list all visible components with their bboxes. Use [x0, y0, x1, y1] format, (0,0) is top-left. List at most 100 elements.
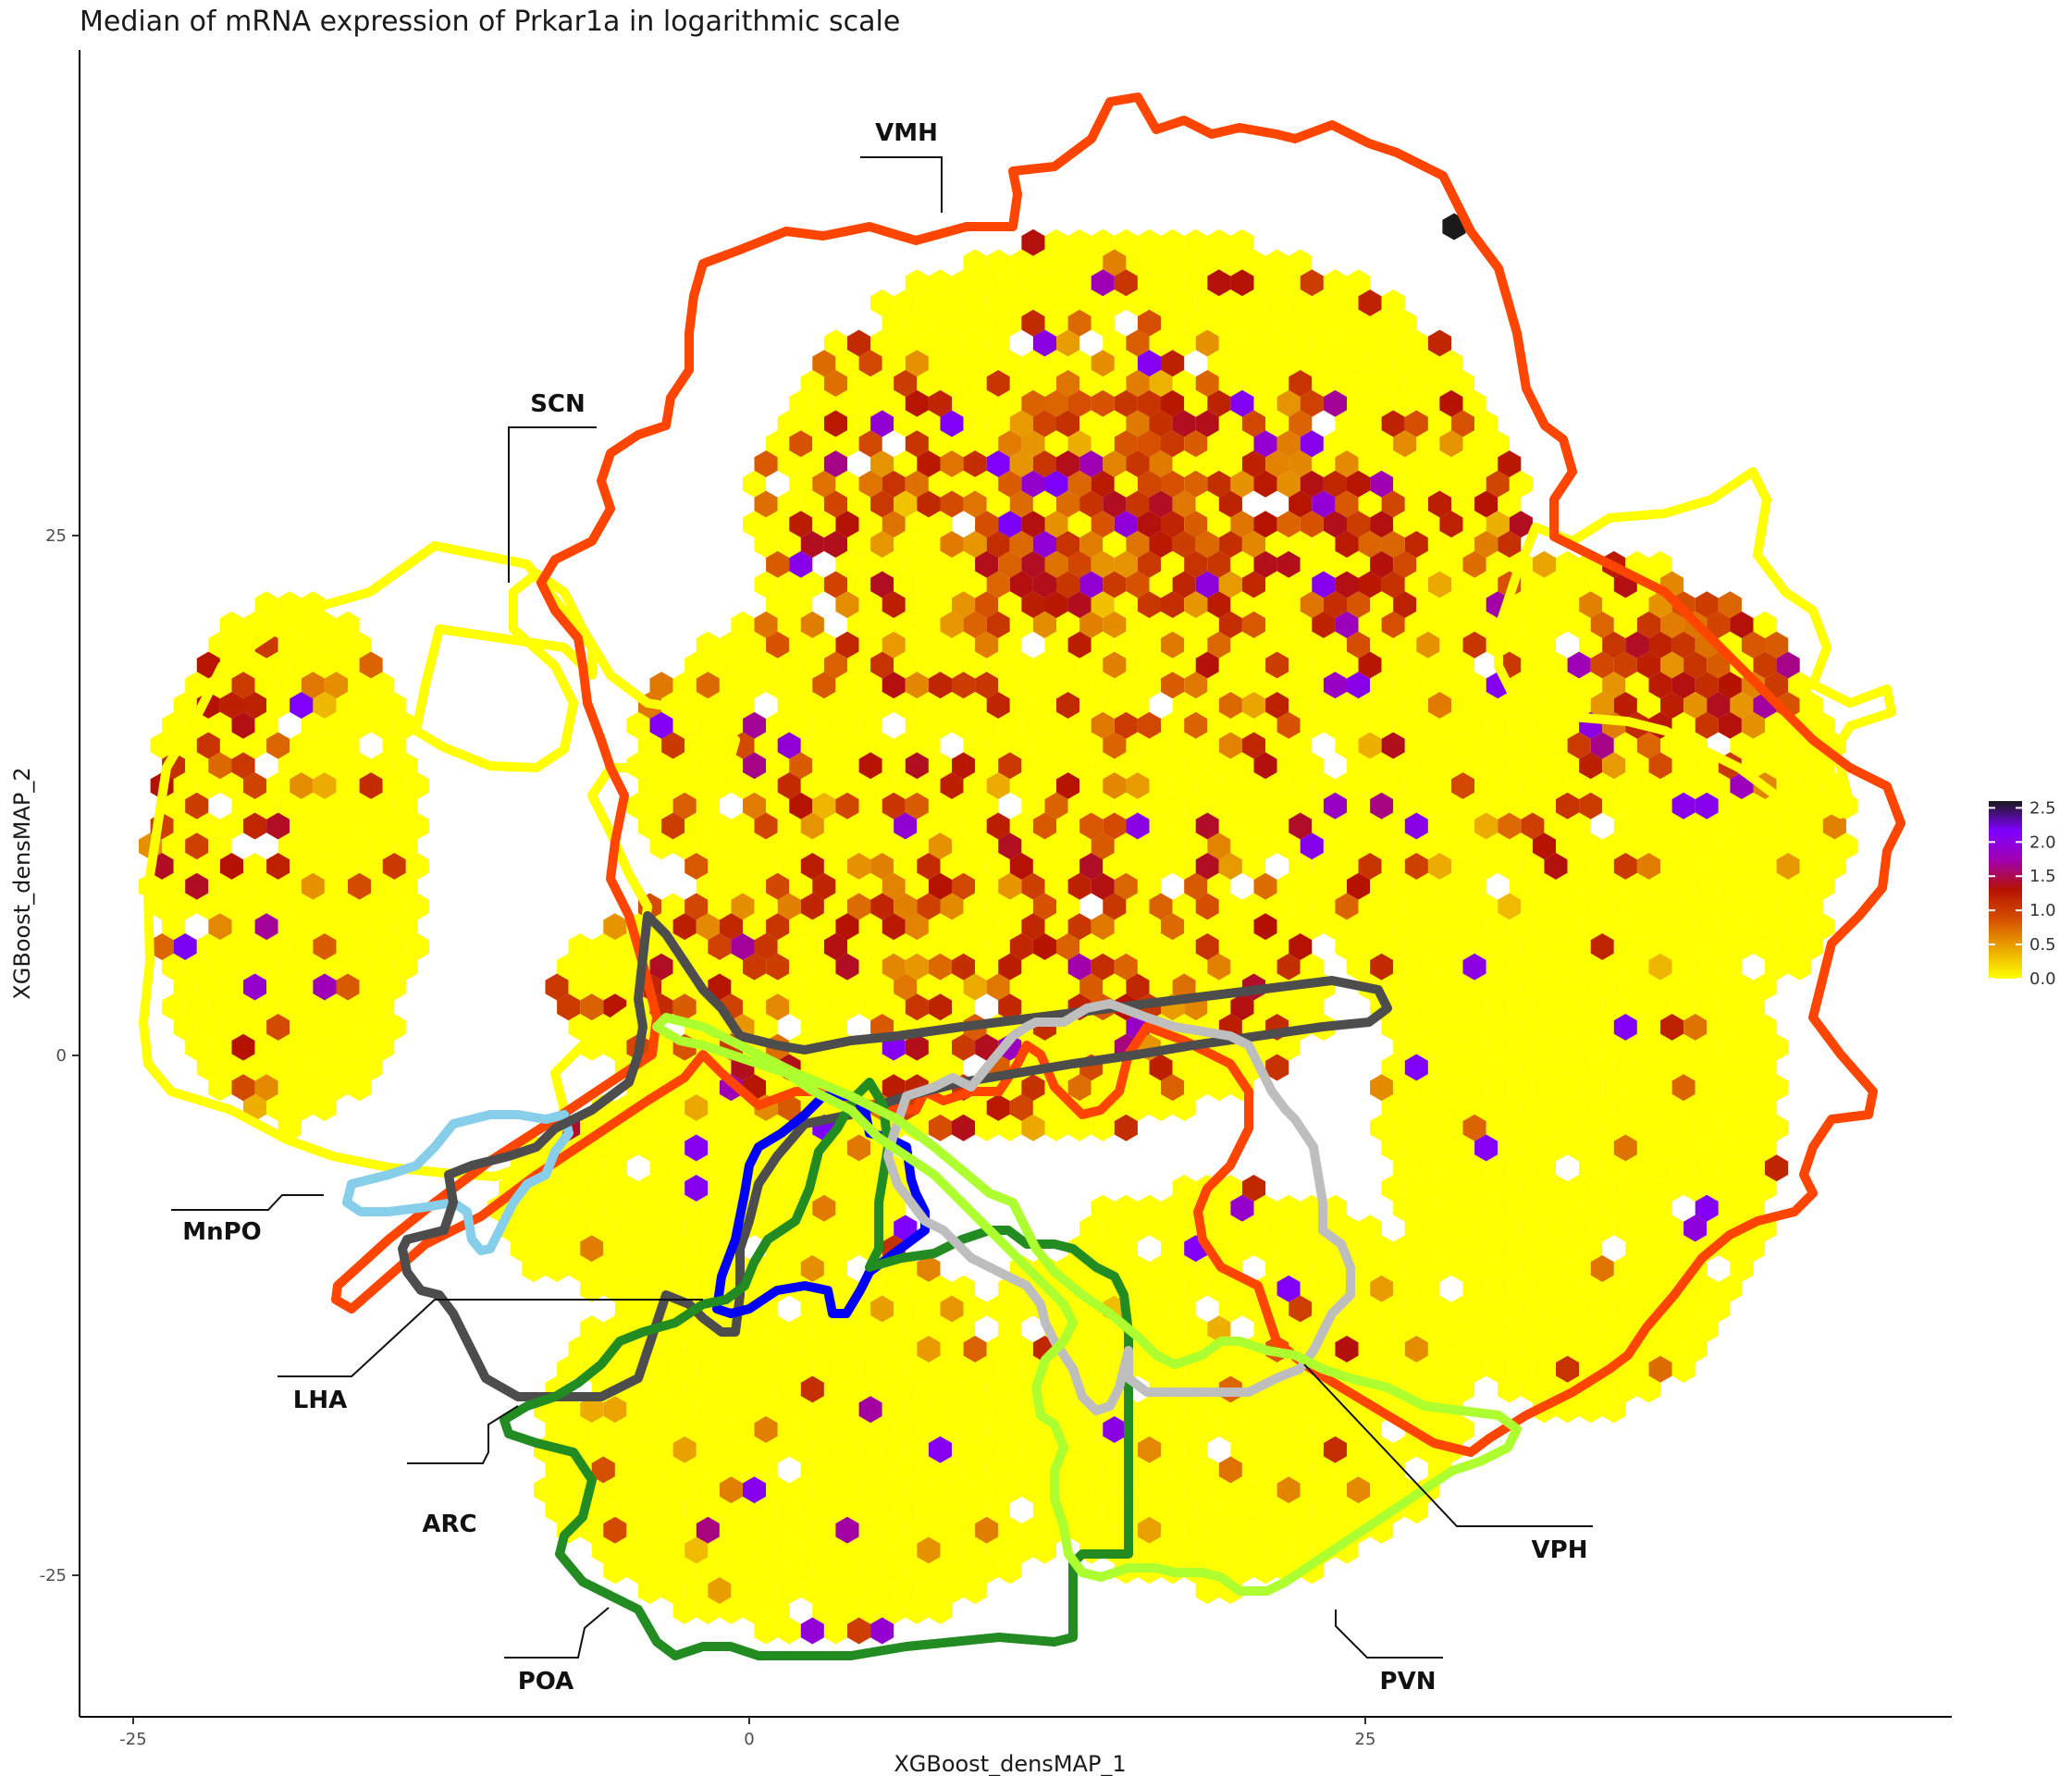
hexbin-cell	[766, 1476, 790, 1504]
hexbin-cell	[940, 651, 964, 679]
hexbin-cell	[1241, 450, 1266, 477]
hexbin-cell	[1509, 1315, 1533, 1343]
hexbin-cell	[743, 1597, 767, 1624]
hexbin-cell	[1613, 1175, 1637, 1202]
hexbin-cell	[847, 611, 871, 638]
hexbin-cell	[1067, 228, 1092, 256]
hexbin-cell	[1161, 953, 1185, 980]
hexbin-cell	[1161, 269, 1185, 297]
hexbin-cell	[870, 853, 894, 880]
hexbin-cell	[1370, 913, 1394, 941]
hexbin-cell	[1032, 692, 1056, 719]
hexbin-cell	[661, 1255, 685, 1282]
hexbin-cell	[672, 1194, 697, 1222]
hexbin-cell	[1276, 1476, 1301, 1504]
hexbin-cell	[986, 1536, 1010, 1564]
hexbin-cell	[1218, 933, 1242, 960]
hexbin-cell	[1137, 550, 1161, 578]
hexbin-cell	[1289, 732, 1313, 759]
hexbin-cell	[1161, 470, 1185, 498]
hexbin-cell	[1172, 1536, 1196, 1564]
hexbin-cell	[1300, 752, 1324, 780]
hexbin-cell	[219, 1054, 243, 1081]
hexbin-cell	[1009, 410, 1033, 438]
hexbin-cell	[1335, 370, 1359, 397]
hexbin-cell	[1067, 511, 1092, 538]
hexbin-cell	[1370, 631, 1394, 659]
hexbin-cell	[1671, 1235, 1696, 1263]
hexbin-cell	[1590, 732, 1614, 759]
hexbin-cell	[1289, 812, 1313, 840]
hexbin-cell	[952, 1315, 976, 1343]
hexbin-cell	[975, 269, 999, 297]
hexbin-cell	[1300, 1194, 1324, 1222]
hexbin-cell	[1137, 1275, 1161, 1302]
hexbin-cell	[1498, 1175, 1522, 1202]
hexbin-cell	[882, 1476, 906, 1504]
hexbin-cell	[847, 1416, 871, 1443]
hexbin-cell	[986, 1456, 1010, 1484]
hexbin-cell	[196, 973, 220, 1001]
hexbin-cell	[743, 832, 767, 860]
hexbin-cell	[789, 1355, 813, 1383]
hexbin-cell	[940, 812, 964, 840]
hexbin-cell	[1486, 953, 1510, 980]
hexbin-cell	[1427, 772, 1451, 799]
hexbin-cell	[1067, 389, 1092, 417]
hexbin-cell	[1462, 1114, 1486, 1141]
hexbin-cell	[1091, 591, 1115, 619]
hexbin-cell	[1184, 550, 1208, 578]
hexbin-cell	[1427, 1175, 1451, 1202]
hexbin-cell	[1753, 812, 1777, 840]
hexbin-cell	[266, 1014, 290, 1041]
hexbin-cell	[545, 973, 569, 1001]
hexbin-cell	[766, 832, 790, 860]
hexbin-cell	[1230, 832, 1254, 860]
hexbin-cell	[743, 1315, 767, 1343]
hexbin-cell	[1509, 470, 1533, 498]
hexbin-cell	[975, 832, 999, 860]
hexbin-cell	[1149, 853, 1173, 880]
hexbin-cell	[1172, 1054, 1196, 1081]
hexbin-cell	[1161, 792, 1185, 820]
hexbin-cell	[1427, 1094, 1451, 1121]
hexbin-cell	[1590, 1014, 1614, 1041]
hexbin-cell	[1241, 893, 1266, 920]
hexbin-cell	[359, 812, 383, 840]
hexbin-cell	[905, 913, 929, 941]
hexbin-cell	[1289, 410, 1313, 438]
hexbin-cell	[1149, 893, 1173, 920]
hexbin-cell	[313, 1014, 337, 1041]
hexbin-cell	[196, 732, 220, 759]
hexbin-cell	[835, 792, 859, 820]
hexbin-cell	[858, 1436, 882, 1463]
hexbin-cell	[150, 933, 174, 960]
hexbin-cell	[1044, 953, 1068, 980]
hexbin-cell	[1602, 1194, 1626, 1222]
hexbin-cell	[1370, 309, 1394, 337]
hexbin-cell	[1161, 711, 1185, 739]
hexbin-cell	[1126, 329, 1150, 357]
hexbin-cell	[1416, 913, 1440, 941]
hexbin-cell	[1358, 772, 1382, 799]
hexbin-cell	[1556, 1194, 1580, 1222]
hexbin-cell	[1114, 913, 1138, 941]
hexbin-cell	[1381, 1054, 1405, 1081]
hexbin-cell	[800, 651, 824, 679]
pvn-outline	[652, 1013, 1522, 1596]
hexbin-cell	[324, 631, 348, 659]
hexbin-cell	[614, 1536, 638, 1564]
hexbin-cell	[313, 611, 337, 638]
hexbin-cell	[1067, 1074, 1092, 1102]
hexbin-cell	[1300, 430, 1324, 458]
hexbin-cell	[719, 913, 743, 941]
hexbin-cell	[1416, 1315, 1440, 1343]
hexbin-cell	[1439, 993, 1463, 1021]
hexbin-cell	[882, 832, 906, 860]
hexbin-cell	[1126, 973, 1150, 1001]
hexbin-cell	[1404, 1336, 1428, 1363]
hexbin-cell	[638, 1577, 662, 1604]
hexbin-cell	[1265, 812, 1289, 840]
hexbin-cell	[1590, 933, 1614, 960]
hexbin-cell	[661, 973, 685, 1001]
